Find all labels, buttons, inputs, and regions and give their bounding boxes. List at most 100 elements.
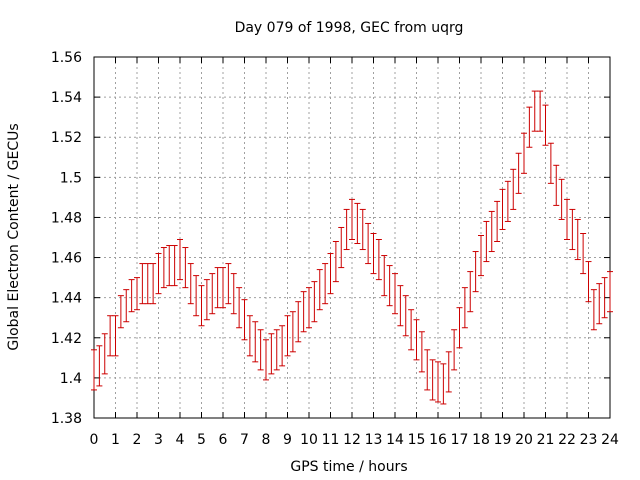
error-bar-point [386,265,393,307]
x-tick-label: 14 [386,432,404,448]
y-tick-label: 1.42 [51,331,82,347]
y-tick-label: 1.48 [51,210,82,226]
x-tick-label: 10 [300,432,318,448]
x-tick-label: 15 [408,432,426,448]
error-bar-point [510,168,517,210]
error-bar-point [526,106,533,148]
error-bar-point [601,277,608,319]
error-bar-point [456,307,463,349]
error-bar-point [209,273,216,315]
error-bar-point [413,319,420,361]
error-bar-point [284,315,291,357]
error-bar-point [316,269,323,311]
error-bar-point [472,251,479,293]
error-bar-point [134,277,140,311]
error-bar-point [193,275,200,317]
error-bar-point [375,239,382,281]
error-bar-point [225,263,232,305]
error-bar-point [397,285,404,327]
error-bar-point [289,311,296,353]
error-bar-point [311,281,318,323]
error-bar-point [478,234,484,277]
y-tick-label: 1.38 [51,411,82,427]
error-bar-point [461,287,468,329]
y-tick-label: 1.52 [51,130,82,146]
error-bar-point [268,333,275,375]
error-bar-point [553,164,560,206]
y-tick-label: 1.56 [51,50,82,66]
x-tick-label: 18 [472,432,490,448]
error-bar-point [128,279,135,313]
error-bar-point [198,285,205,327]
x-tick-label: 5 [197,432,206,448]
error-bar-point [155,253,162,295]
error-bar-point [590,289,597,331]
error-bar-point [402,295,409,337]
x-tick-label: 7 [240,432,249,448]
error-bar-point [558,178,565,220]
error-bar-point [91,349,97,391]
x-tick-label: 16 [429,432,447,448]
error-bar-point [101,333,108,375]
error-bar-point [483,220,490,263]
error-bar-point [182,247,189,289]
y-tick-label: 1.46 [51,251,82,267]
error-bar-point [246,315,253,357]
x-tick-label: 22 [558,432,576,448]
y-tick-label: 1.44 [51,291,82,307]
error-bar-point [445,351,452,393]
error-bar-point [515,152,522,194]
error-bar-point [488,210,495,253]
error-bar-point [300,291,307,333]
x-tick-label: 24 [601,432,619,448]
error-bar-point [580,232,587,275]
error-bar-point [392,273,398,315]
error-bar-point [96,345,103,387]
error-bar-point [354,202,361,245]
error-bar-point [150,263,157,305]
x-tick-label: 12 [343,432,361,448]
error-bar-point [187,263,194,305]
error-bar-point [322,263,329,305]
chart-title: Day 079 of 1998, GEC from uqrg [235,20,464,36]
error-bar-point [370,232,377,275]
error-bar-point [306,287,312,329]
x-tick-label: 1 [111,432,120,448]
x-tick-label: 6 [219,432,228,448]
error-bar-point [349,198,355,241]
error-bar-point [273,329,280,371]
error-bar-point [494,200,501,243]
error-bar-point [117,295,124,329]
error-bar-point [236,287,243,329]
x-tick-label: 19 [494,432,512,448]
x-tick-label: 11 [322,432,340,448]
error-bar-point [214,267,221,309]
error-bar-point [531,90,538,132]
error-bar-point [607,271,613,313]
error-bar-point [263,339,269,381]
error-bar-point [107,315,114,357]
error-bar-point [596,283,603,325]
error-bar-point [123,289,130,323]
error-bar-point [440,363,447,405]
data-series [91,90,613,405]
error-bar-point [499,188,506,230]
error-bar-point [564,198,570,241]
error-bar-point [521,132,527,174]
error-bar-point [585,261,592,303]
error-bar-point [252,321,259,363]
error-bar-point [112,315,119,357]
y-tick-label: 1.4 [60,371,82,387]
error-bar-point [177,239,183,281]
error-bar-point [144,263,151,305]
error-bar-point [241,299,248,341]
x-tick-label: 9 [283,432,292,448]
x-tick-label: 3 [154,432,163,448]
y-tick-label: 1.5 [60,170,82,186]
x-tick-label: 23 [580,432,598,448]
x-tick-label: 17 [451,432,469,448]
error-bar-point [537,90,544,132]
error-bar-point [295,301,302,343]
x-tick-label: 4 [176,432,185,448]
